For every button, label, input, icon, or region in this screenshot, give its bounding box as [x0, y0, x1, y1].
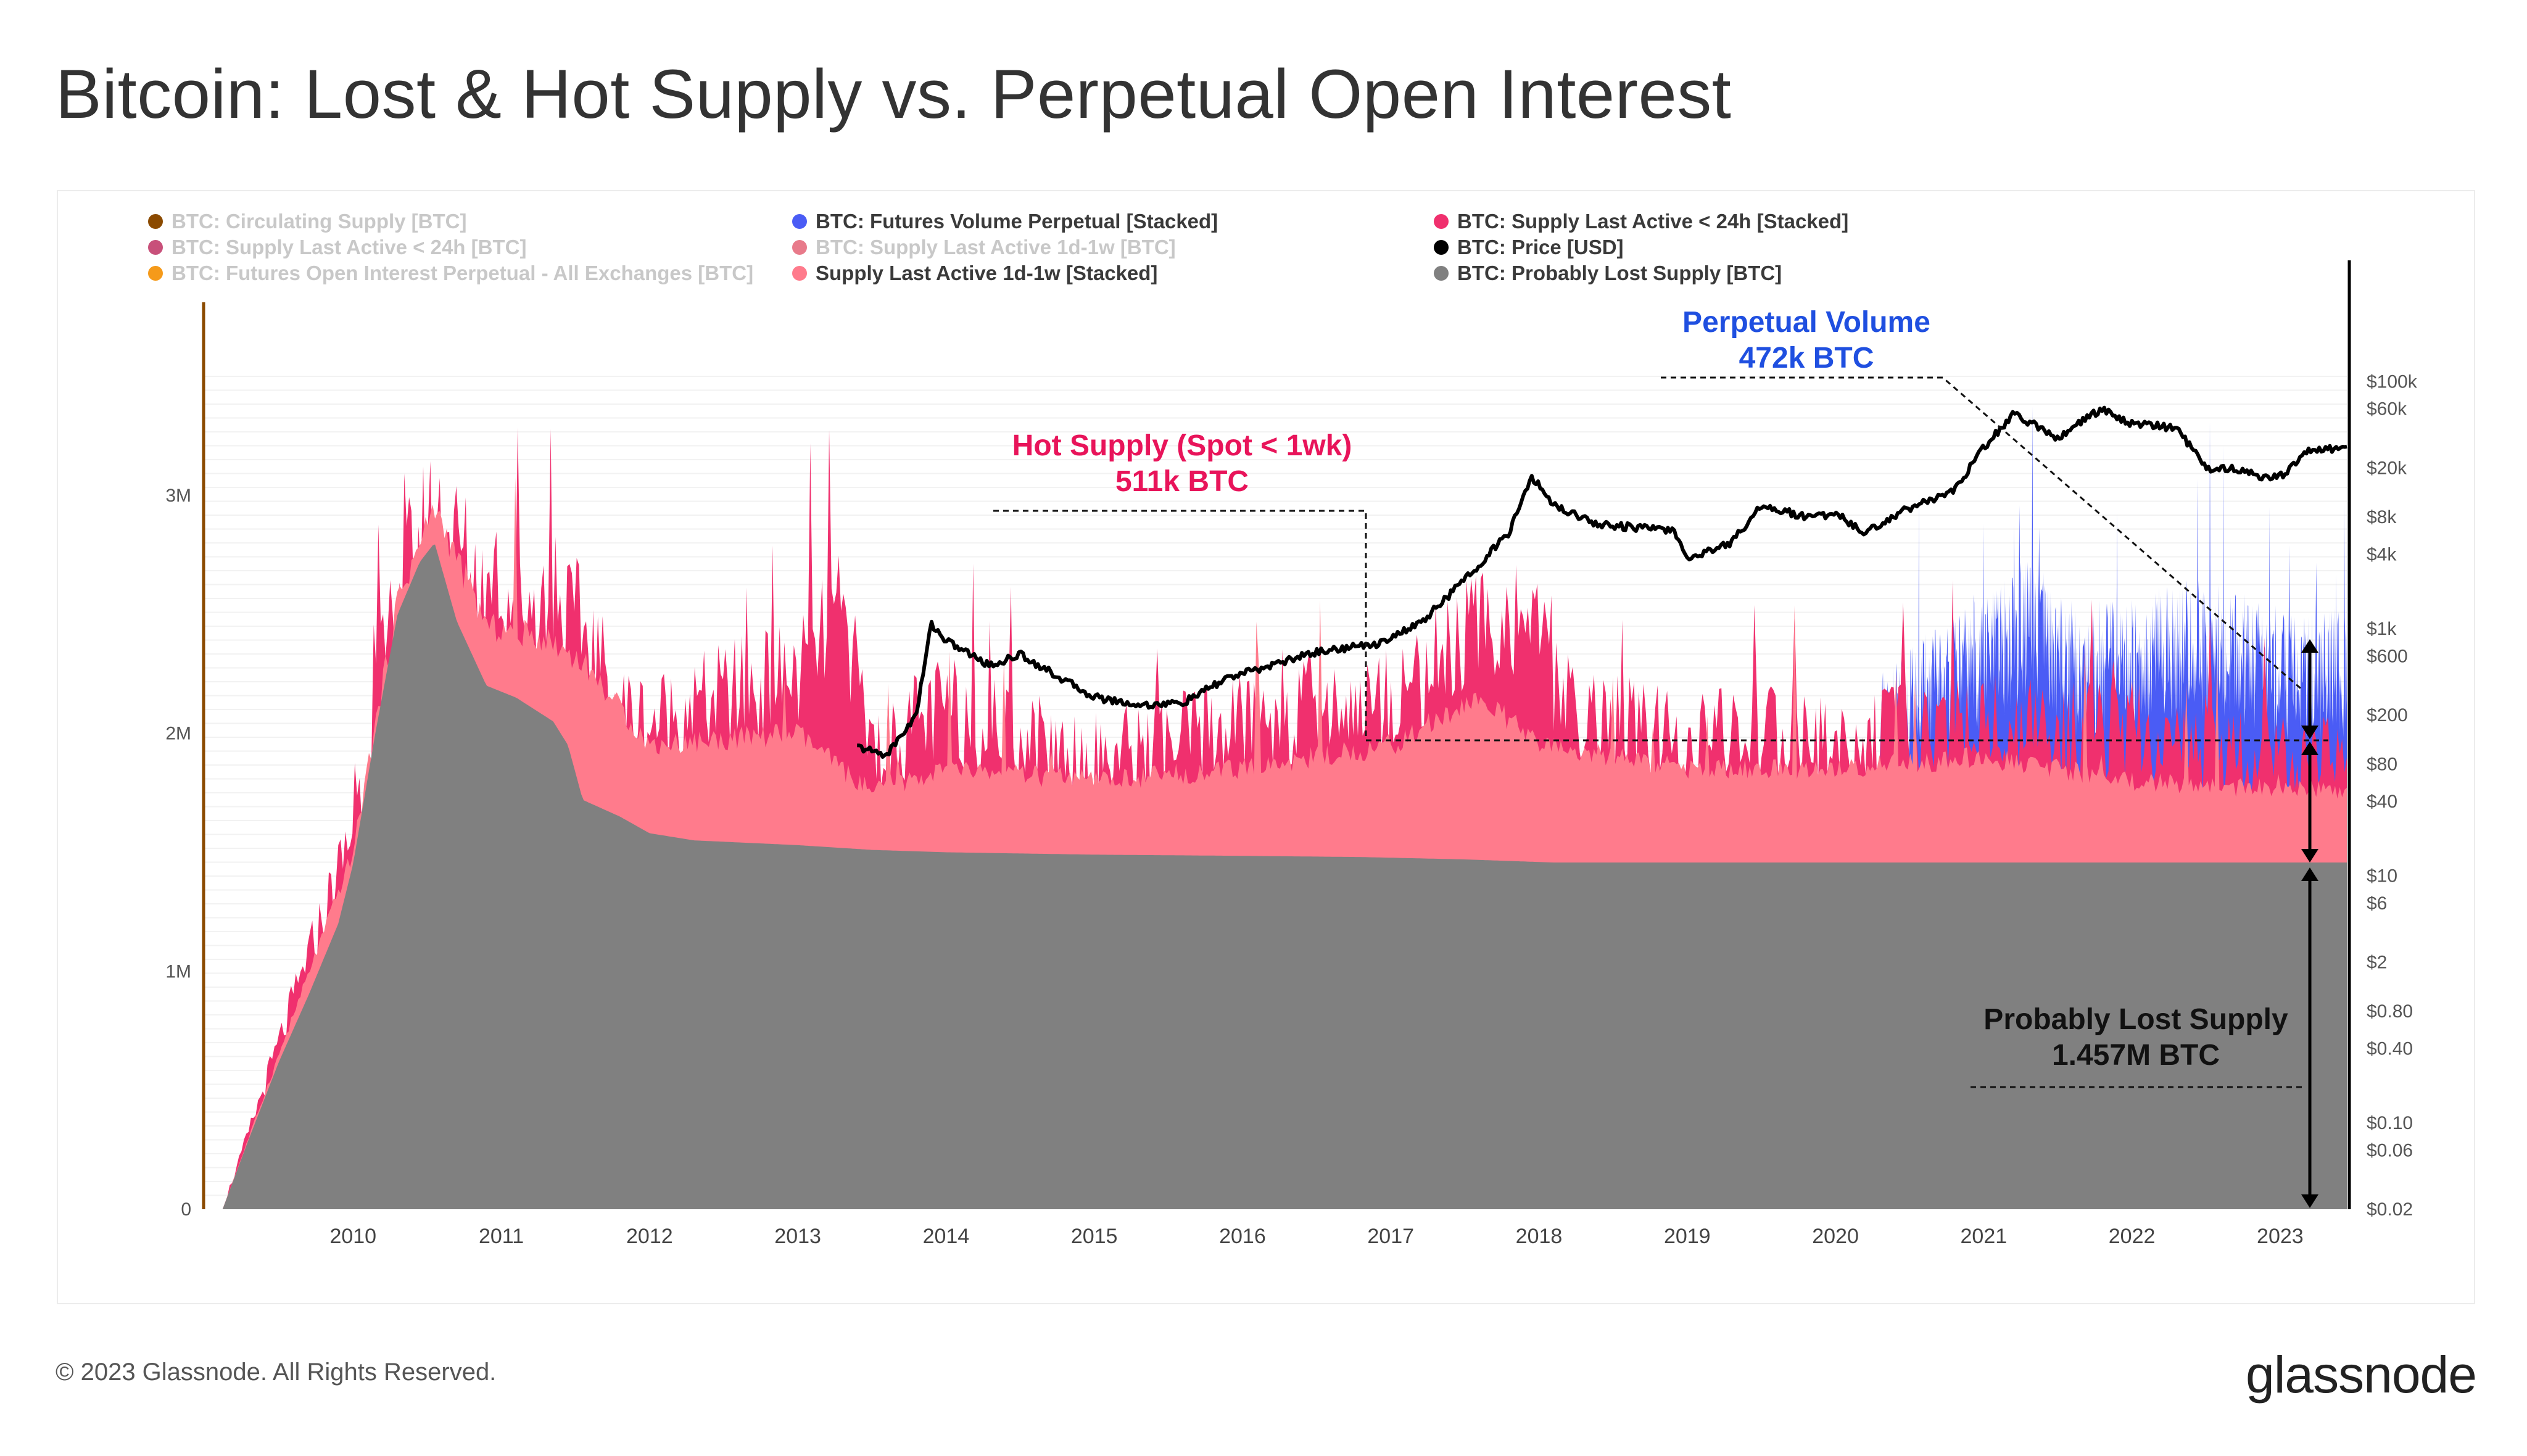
legend-label: BTC: Futures Open Interest Perpetual - A…: [172, 262, 754, 284]
legend-item[interactable]: BTC: Price [USD]: [1434, 234, 1848, 260]
arrow-head-down-icon: [2301, 726, 2318, 739]
legend-dot-icon: [792, 266, 807, 281]
legend-label: BTC: Supply Last Active < 24h [Stacked]: [1457, 210, 1849, 233]
x-tick-label: 2018: [1516, 1225, 1563, 1248]
arrow-head-up-icon: [2301, 742, 2318, 755]
y-right-tick-label: $10: [2367, 866, 2397, 886]
legend-label: BTC: Price [USD]: [1457, 236, 1624, 259]
lost-supply-arrow: [2301, 867, 2318, 1208]
chart-title: Bitcoin: Lost & Hot Supply vs. Perpetual…: [56, 56, 1732, 133]
y-right-tick-label: $60k: [2367, 399, 2407, 420]
x-tick-label: 2013: [774, 1225, 821, 1248]
y-left-tick-label: 1M: [165, 961, 191, 982]
legend-item[interactable]: BTC: Supply Last Active < 24h [Stacked]: [1434, 209, 1848, 234]
y-right-tick-label: $8k: [2367, 507, 2397, 527]
y-right-tick-label: $6: [2367, 893, 2387, 914]
glassnode-logo[interactable]: glassnode: [2246, 1346, 2477, 1404]
legend-label: BTC: Supply Last Active < 24h [BTC]: [172, 236, 527, 259]
x-tick-label: 2016: [1219, 1225, 1266, 1248]
legend-column-3: BTC: Supply Last Active < 24h [Stacked] B…: [1434, 209, 1848, 286]
y-right-tick-label: $600: [2367, 646, 2408, 666]
x-tick-label: 2014: [923, 1225, 970, 1248]
chart-panel: BTC: Circulating Supply [BTC] BTC: Supply…: [57, 190, 2475, 1304]
y-right-tick-label: $0.10: [2367, 1113, 2413, 1133]
chart-svg: 0 1M 2M 3M $100k $60k $20k $8k $4k $1k $600 $200 $80…: [165, 260, 2418, 1248]
legend-dot-icon: [1434, 266, 1449, 281]
legend-label: BTC: Circulating Supply [BTC]: [172, 210, 467, 233]
hot-supply-annotation-value: 511k BTC: [1115, 465, 1249, 498]
y-right-tick-label: $0.80: [2367, 1001, 2413, 1022]
legend-label: BTC: Futures Volume Perpetual [Stacked]: [816, 210, 1218, 233]
series-lost-supply-area: [222, 544, 2347, 1209]
y-left-tick-label: 3M: [165, 486, 191, 506]
legend-column-2: BTC: Futures Volume Perpetual [Stacked] B…: [792, 209, 1218, 286]
legend-item[interactable]: Supply Last Active 1d-1w [Stacked]: [792, 260, 1218, 286]
y-right-tick-label: $2: [2367, 952, 2387, 972]
legend-dot-icon: [148, 266, 163, 281]
arrow-head-up-icon: [2301, 867, 2318, 881]
hot-supply-leader-line: [993, 510, 2328, 742]
x-tick-label: 2023: [2257, 1225, 2304, 1248]
legend-dot-icon: [1434, 240, 1449, 255]
arrow-head-down-icon: [2301, 849, 2318, 862]
x-tick-label: 2011: [479, 1225, 524, 1248]
series-price-line: [857, 405, 2347, 759]
legend-item[interactable]: BTC: Circulating Supply [BTC]: [148, 209, 753, 234]
legend-label: BTC: Supply Last Active 1d-1w [BTC]: [816, 236, 1176, 259]
legend-dot-icon: [1434, 214, 1449, 229]
legend-item[interactable]: BTC: Futures Open Interest Perpetual - A…: [148, 260, 753, 286]
x-tick-label: 2012: [626, 1225, 673, 1248]
legend-item[interactable]: BTC: Supply Last Active 1d-1w [BTC]: [792, 234, 1218, 260]
perp-volume-annotation-title: Perpetual Volume: [1682, 306, 1930, 339]
y-right-tick-label: $100k: [2367, 371, 2418, 392]
y-right-tick-label: $200: [2367, 705, 2408, 726]
legend-item[interactable]: BTC: Futures Volume Perpetual [Stacked]: [792, 209, 1218, 234]
perp-volume-leader-line: [1661, 376, 2304, 692]
lost-supply-annotation-value: 1.457M BTC: [2052, 1039, 2220, 1072]
x-tick-label: 2020: [1812, 1225, 1859, 1248]
x-tick-label: 2019: [1664, 1225, 1711, 1248]
x-tick-label: 2021: [1961, 1225, 2008, 1248]
legend-dot-icon: [792, 240, 807, 255]
y-right-tick-label: $80: [2367, 755, 2397, 775]
legend-label: BTC: Probably Lost Supply [BTC]: [1457, 262, 1782, 284]
arrow-head-up-icon: [2301, 639, 2318, 653]
legend-column-1: BTC: Circulating Supply [BTC] BTC: Supply…: [148, 209, 753, 286]
y-right-tick-label: $0.06: [2367, 1140, 2413, 1160]
y-right-tick-label: $1k: [2367, 619, 2397, 639]
hot-supply-arrow: [2301, 742, 2318, 862]
lost-supply-annotation-title: Probably Lost Supply: [1983, 1003, 2288, 1036]
x-tick-label: 2017: [1367, 1225, 1414, 1248]
y-right-tick-label: $0.02: [2367, 1199, 2413, 1220]
legend-item[interactable]: BTC: Probably Lost Supply [BTC]: [1434, 260, 1848, 286]
legend-dot-icon: [148, 240, 163, 255]
copyright-text: © 2023 Glassnode. All Rights Reserved.: [56, 1359, 497, 1386]
y-left-tick-label: 2M: [165, 724, 191, 744]
y-right-tick-label: $20k: [2367, 458, 2407, 478]
hot-supply-annotation-title: Hot Supply (Spot < 1wk): [1012, 429, 1352, 462]
y-right-tick-label: $0.40: [2367, 1038, 2413, 1059]
y-left-tick-label: 0: [181, 1199, 191, 1220]
legend-dot-icon: [792, 214, 807, 229]
x-tick-label: 2015: [1071, 1225, 1118, 1248]
x-tick-label: 2010: [329, 1225, 376, 1248]
perp-volume-arrow: [2301, 639, 2318, 739]
legend-label: Supply Last Active 1d-1w [Stacked]: [816, 262, 1158, 284]
y-right-tick-label: $40: [2367, 792, 2397, 812]
perp-volume-annotation-value: 472k BTC: [1739, 342, 1874, 374]
legend-dot-icon: [148, 214, 163, 229]
x-tick-label: 2022: [2109, 1225, 2156, 1248]
arrow-head-down-icon: [2301, 1194, 2318, 1208]
legend-item[interactable]: BTC: Supply Last Active < 24h [BTC]: [148, 234, 753, 260]
y-right-tick-label: $4k: [2367, 544, 2397, 565]
